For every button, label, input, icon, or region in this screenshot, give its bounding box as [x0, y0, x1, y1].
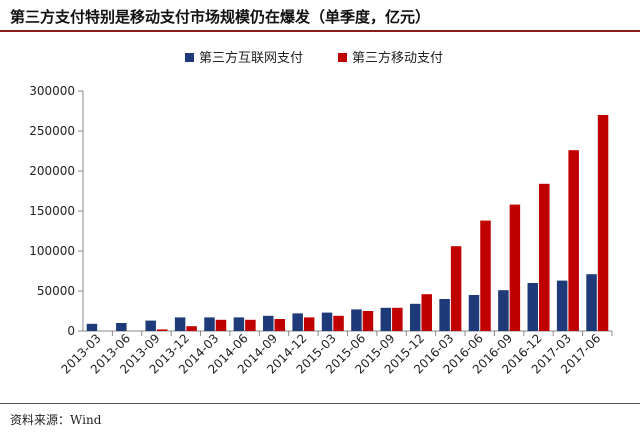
- bar-internet-payment: [204, 317, 215, 331]
- bar-mobile-payment: [597, 115, 609, 331]
- bar-mobile-payment: [392, 307, 403, 331]
- source-note: 资料来源：Wind: [10, 413, 102, 427]
- y-tick-label: 200000: [29, 164, 75, 178]
- bar-mobile-payment: [480, 220, 491, 331]
- bar-internet-payment: [380, 307, 392, 331]
- bar-internet-payment: [145, 320, 156, 331]
- bar-internet-payment: [351, 309, 362, 331]
- bar-internet-payment: [86, 323, 98, 331]
- title-bar: 第三方支付特别是移动支付市场规模仍在爆发（单季度，亿元）: [0, 0, 640, 32]
- legend-swatch: [185, 53, 194, 62]
- bar-mobile-payment: [245, 319, 256, 331]
- bar-internet-payment: [409, 303, 421, 331]
- bar-internet-payment: [556, 280, 568, 331]
- bar-mobile-payment: [568, 150, 579, 331]
- bar-mobile-payment: [333, 315, 344, 331]
- bar-internet-payment: [233, 317, 245, 331]
- bar-internet-payment: [263, 315, 274, 331]
- bar-internet-payment: [292, 313, 303, 331]
- bar-internet-payment: [439, 299, 450, 331]
- bar-mobile-payment: [156, 329, 168, 331]
- chart-title: 第三方支付特别是移动支付市场规模仍在爆发（单季度，亿元）: [10, 8, 431, 26]
- y-tick-label: 250000: [29, 124, 75, 138]
- bar-internet-payment: [468, 295, 480, 331]
- legend-label: 第三方移动支付: [352, 50, 443, 66]
- y-tick-label: 50000: [37, 284, 75, 298]
- bar-internet-payment: [174, 317, 186, 331]
- chart-area: 第三方互联网支付 第三方移动支付 0 50000 100000 150000 200000 2…: [0, 34, 640, 402]
- bar-internet-payment: [321, 312, 333, 331]
- bar-mobile-payment: [215, 319, 227, 331]
- y-tick-label: 300000: [29, 84, 75, 98]
- y-tick-label: 100000: [29, 244, 75, 258]
- bar-mobile-payment: [450, 246, 462, 331]
- bar-mobile-payment: [186, 326, 197, 331]
- y-tick-label: 150000: [29, 204, 75, 218]
- y-tick-label: 0: [67, 324, 75, 338]
- bar-internet-payment: [586, 274, 597, 331]
- bar-mobile-payment: [362, 311, 374, 331]
- bar-internet-payment: [498, 290, 509, 331]
- bar-mobile-payment: [274, 319, 286, 331]
- bar-chart: 第三方互联网支付 第三方移动支付 0 50000 100000 150000 200000 2…: [29, 50, 613, 377]
- bar-mobile-payment: [421, 294, 432, 331]
- bar-mobile-payment: [509, 204, 521, 331]
- bar-internet-payment: [527, 283, 539, 331]
- bar-mobile-payment: [539, 183, 550, 331]
- footer: 资料来源：Wind: [0, 403, 640, 438]
- legend-swatch: [338, 53, 347, 62]
- legend-label: 第三方互联网支付: [199, 50, 303, 66]
- bar-mobile-payment: [303, 317, 315, 331]
- bar-internet-payment: [116, 323, 127, 331]
